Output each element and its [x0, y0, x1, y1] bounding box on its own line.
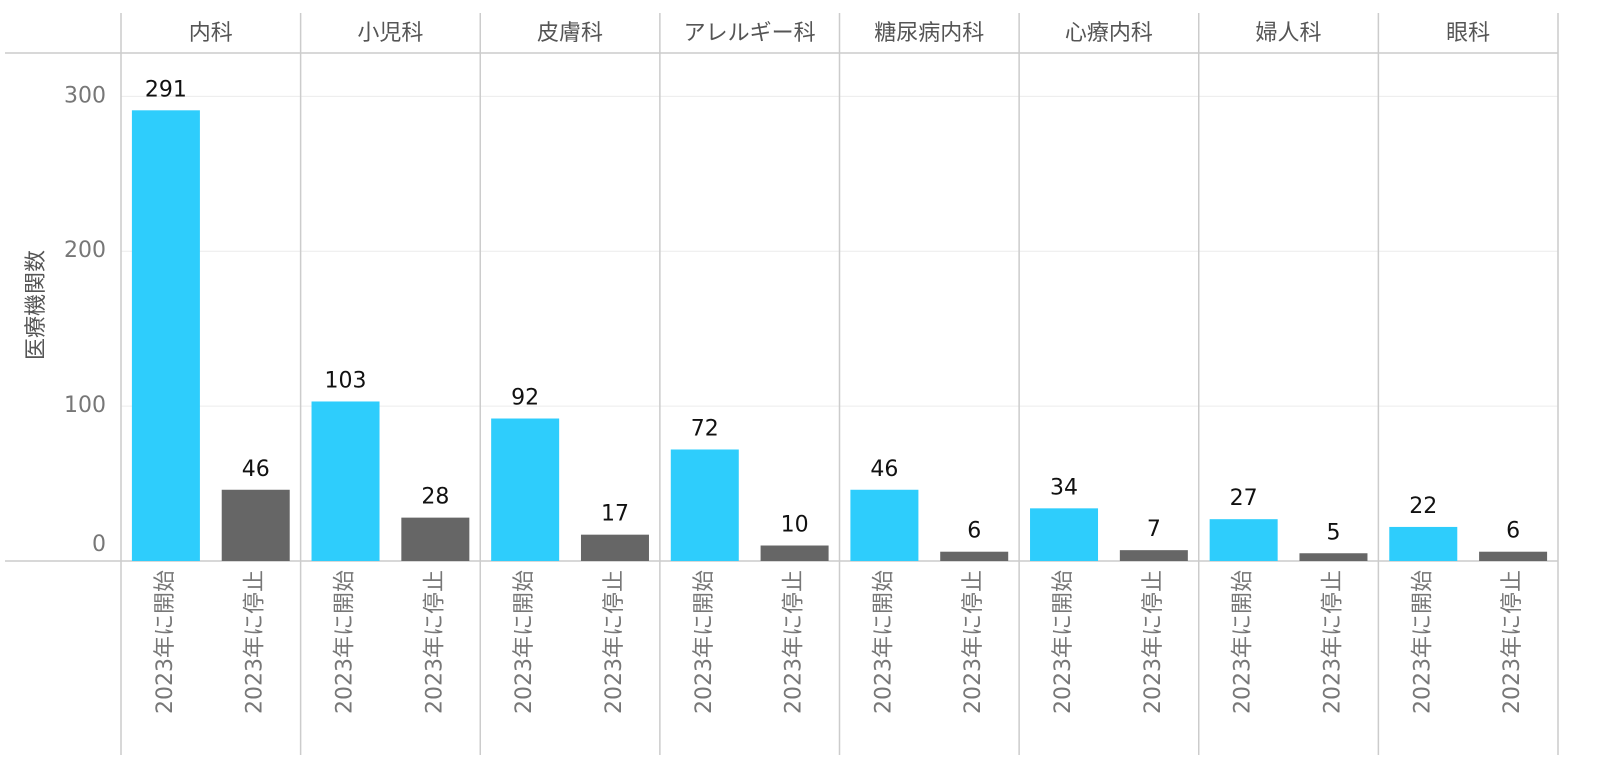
y-tick-label: 100	[64, 393, 106, 418]
y-axis-label: 医療機関数	[24, 250, 49, 360]
bar	[670, 449, 739, 561]
x-tick-label: 2023年に開始	[512, 570, 537, 714]
bar	[311, 401, 380, 561]
x-tick-label: 2023年に停止	[961, 570, 986, 714]
bar	[760, 545, 829, 561]
panel-header: 内科	[189, 21, 233, 46]
data-label: 10	[781, 513, 809, 538]
data-label: 27	[1230, 486, 1258, 511]
x-tick-label: 2023年に停止	[1320, 570, 1345, 714]
bar	[221, 489, 290, 561]
bar	[850, 489, 919, 561]
bar	[1119, 550, 1188, 561]
y-tick-label: 0	[92, 532, 106, 557]
x-tick-label: 2023年に停止	[1500, 570, 1525, 714]
data-label: 103	[325, 368, 367, 393]
data-label: 291	[145, 77, 187, 102]
data-label: 28	[421, 485, 449, 510]
panel-header: 皮膚科	[537, 21, 603, 46]
x-tick-label: 2023年に開始	[871, 570, 896, 714]
y-tick-label: 200	[64, 238, 106, 263]
panel-header: 婦人科	[1256, 21, 1322, 46]
x-tick-label: 2023年に開始	[153, 570, 178, 714]
panel-header: 心療内科	[1065, 21, 1153, 46]
panel-header: アレルギー科	[684, 21, 816, 46]
bar	[1479, 551, 1548, 561]
bar	[131, 110, 200, 562]
x-tick-label: 2023年に停止	[422, 570, 447, 714]
x-tick-label: 2023年に開始	[333, 570, 358, 714]
y-tick-label: 300	[64, 83, 106, 108]
bar	[491, 418, 560, 561]
bar	[401, 517, 470, 561]
bar	[1389, 526, 1458, 561]
x-tick-label: 2023年に停止	[602, 570, 627, 714]
data-label: 92	[511, 386, 539, 411]
data-label: 34	[1050, 475, 1078, 500]
data-label: 7	[1147, 517, 1161, 542]
data-label: 22	[1409, 494, 1437, 519]
bar	[1030, 508, 1099, 561]
panel-header: 眼科	[1446, 21, 1490, 46]
bar	[1299, 553, 1368, 561]
data-label: 6	[1506, 519, 1520, 544]
bar	[580, 534, 649, 561]
data-label: 6	[967, 519, 981, 544]
panel-header: 糖尿病内科	[874, 21, 984, 46]
data-label: 46	[242, 457, 270, 482]
x-tick-label: 2023年に停止	[782, 570, 807, 714]
x-tick-label: 2023年に停止	[243, 570, 268, 714]
bar	[940, 551, 1009, 561]
data-label: 5	[1326, 520, 1340, 545]
x-tick-label: 2023年に開始	[1231, 570, 1256, 714]
data-label: 17	[601, 502, 629, 527]
panel-header: 小児科	[357, 21, 423, 46]
bar	[1209, 519, 1278, 561]
x-tick-label: 2023年に開始	[1410, 570, 1435, 714]
x-tick-label: 2023年に停止	[1141, 570, 1166, 714]
data-label: 46	[870, 457, 898, 482]
x-tick-label: 2023年に開始	[1051, 570, 1076, 714]
x-tick-label: 2023年に開始	[692, 570, 717, 714]
data-label: 72	[691, 416, 719, 441]
